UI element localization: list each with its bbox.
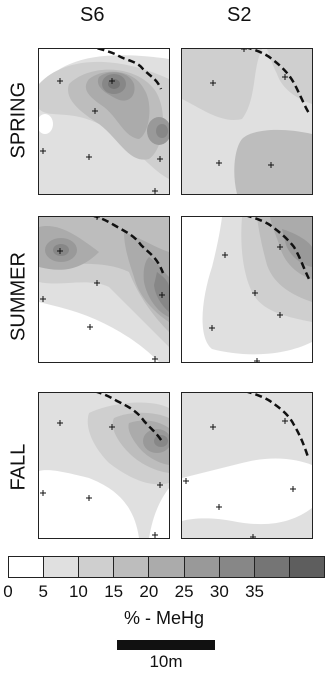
legend-color-bar bbox=[8, 556, 325, 578]
legend-tick-label: 0 bbox=[3, 582, 13, 601]
legend-cell bbox=[9, 557, 45, 577]
panel-s2-spring bbox=[181, 48, 313, 195]
legend-tick-label: 15 bbox=[104, 582, 124, 601]
legend-tick-label: 35 bbox=[245, 582, 265, 601]
legend-cell bbox=[149, 557, 185, 577]
row-label-fall: FALL bbox=[7, 443, 30, 491]
legend-tick-label: 5 bbox=[38, 582, 48, 601]
legend-cell bbox=[44, 557, 80, 577]
legend-tick-label: 10 bbox=[68, 582, 88, 601]
row-label-spring: SPRING bbox=[7, 81, 30, 159]
column-label-s2: S2 bbox=[227, 4, 252, 26]
legend-cell bbox=[254, 557, 290, 577]
legend-tick-label: 20 bbox=[139, 582, 159, 601]
panel-s2-fall bbox=[181, 392, 313, 539]
legend-cell bbox=[114, 557, 150, 577]
legend-cell bbox=[79, 557, 115, 577]
panel-s6-summer bbox=[38, 216, 170, 363]
panel-s2-summer bbox=[181, 216, 313, 363]
panel-s6-fall bbox=[38, 392, 170, 539]
legend-cell bbox=[289, 557, 324, 577]
row-label-summer: SUMMER bbox=[7, 252, 30, 341]
legend-cell bbox=[184, 557, 220, 577]
legend-tick-label: 25 bbox=[174, 582, 194, 601]
scale-bar bbox=[117, 640, 215, 650]
scale-bar-label: 10m bbox=[149, 652, 183, 671]
column-label-s6: S6 bbox=[80, 4, 105, 26]
panel-s6-spring bbox=[38, 48, 170, 195]
legend-cell bbox=[219, 557, 255, 577]
legend-tick-label: 30 bbox=[209, 582, 229, 601]
legend-title: % - MeHg bbox=[123, 608, 204, 628]
